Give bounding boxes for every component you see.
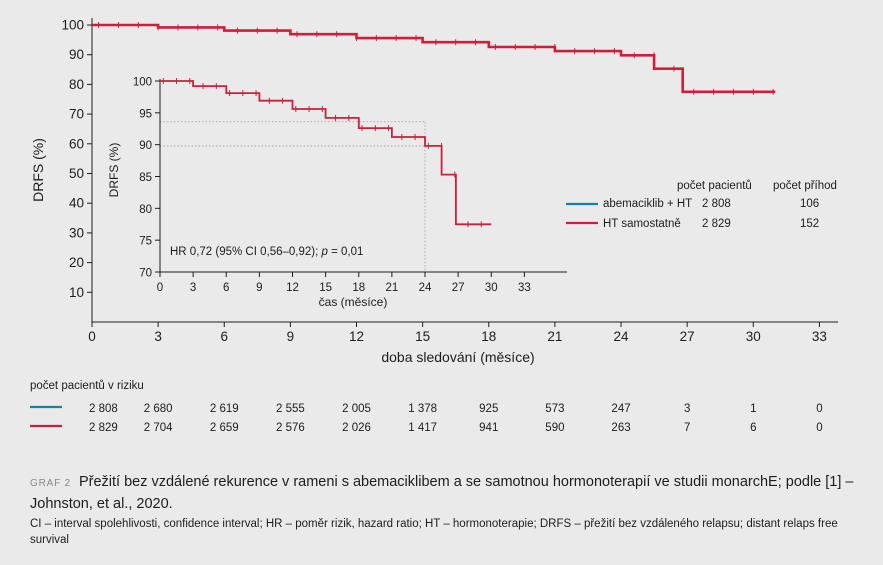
risk-cell: 2 829 [89, 422, 118, 434]
main-x-tick-label: 18 [481, 329, 496, 344]
risk-cell: 925 [479, 403, 498, 415]
risk-cell: 3 [684, 403, 690, 415]
risk-cell: 2 026 [342, 422, 371, 434]
main-x-tick-label: 33 [812, 329, 827, 344]
legend-label-ht: HT samostatně [603, 218, 681, 230]
main-x-tick-label: 6 [220, 329, 228, 344]
main-x-tick-label: 9 [287, 329, 295, 344]
figure-note: CI – interval spolehlivosti, confidence … [30, 518, 838, 546]
figure-caption: GRAF 2 Přežití bez vzdálené rekurence v … [30, 472, 870, 515]
risk-cell: 2 704 [144, 422, 173, 434]
main-y-tick-label: 90 [69, 47, 84, 62]
risk-cell: 1 417 [408, 422, 437, 434]
main-x-tick-label: 15 [415, 329, 430, 344]
risk-cell: 2 576 [276, 422, 305, 434]
inset-series-1-line [160, 80, 492, 226]
legend-events-ht: 152 [800, 218, 819, 230]
inset-x-tick-label: 30 [485, 282, 498, 294]
hr-annotation: HR 0,72 (95% CI 0,56–0,92); p = 0,01 [170, 246, 363, 258]
risk-cell: 1 378 [408, 403, 437, 415]
risk-cell: 941 [479, 422, 498, 434]
inset-x-tick-label: 21 [385, 282, 398, 294]
inset-y-tick-label: 100 [133, 77, 152, 89]
risk-cell: 263 [611, 422, 630, 434]
main-x-tick-label: 21 [547, 329, 562, 344]
risk-cell: 7 [684, 422, 690, 434]
main-x-tick-label: 30 [746, 329, 761, 344]
inset-x-tick-label: 24 [419, 282, 432, 294]
inset-y-tick-label: 80 [139, 204, 152, 216]
legend-patients-ht: 2 829 [702, 218, 731, 230]
risk-cell: 2 555 [276, 403, 305, 415]
risk-cell: 2 808 [89, 403, 118, 415]
main-y-tick-label: 40 [69, 196, 84, 211]
main-y-tick-label: 30 [69, 225, 84, 240]
risk-cell: 0 [816, 403, 822, 415]
inset-x-tick-label: 18 [352, 282, 365, 294]
legend: počet pacientů počet příhod abemaciklib … [566, 180, 837, 230]
inset-y-tick-label: 90 [139, 140, 152, 152]
legend-header-patients: počet pacientů [677, 180, 752, 192]
legend-patients-abemaciklib: 2 808 [702, 198, 731, 210]
main-y-tick-label: 20 [69, 255, 84, 270]
main-y-tick-label: 60 [69, 136, 84, 151]
risk-table-title: počet pacientů v riziku [30, 380, 144, 392]
risk-cell: 2 659 [210, 422, 239, 434]
hr-p-value: = 0,01 [328, 246, 364, 258]
risk-cell: 2 005 [342, 403, 371, 415]
main-x-axis-label: doba sledování (měsíce) [381, 349, 534, 365]
main-y-tick-label: 100 [61, 18, 84, 33]
inset-plot: 70 75 80 85 90 95 100 0 3 6 9 12 15 18 21 24 27 30 33 DRFS… [107, 77, 567, 309]
risk-cell: 2 619 [210, 403, 239, 415]
figure-caption-text: Přežití bez vzdálené rekurence v rameni … [30, 474, 854, 512]
inset-y-tick-label: 85 [139, 172, 152, 184]
risk-cell: 590 [545, 422, 564, 434]
hr-p-symbol: p [321, 246, 329, 258]
main-y-tick-label: 80 [69, 77, 84, 92]
inset-x-tick-label: 27 [452, 282, 465, 294]
main-x-tick-label: 3 [154, 329, 162, 344]
inset-y-tick-label: 75 [139, 236, 152, 248]
main-x-tick-label: 24 [614, 329, 630, 344]
inset-x-tick-label: 9 [256, 282, 262, 294]
legend-header-events: počet příhod [773, 180, 837, 192]
risk-table: počet pacientů v riziku 2 808 2 680 2 619 2… [30, 380, 823, 434]
risk-cell: 247 [611, 403, 630, 415]
inset-y-tick-label: 95 [139, 108, 152, 120]
inset-x-tick-label: 3 [190, 282, 196, 294]
risk-cell: 1 [750, 403, 756, 415]
legend-label-abemaciklib: abemaciklib + HT [603, 198, 692, 210]
inset-x-tick-label: 6 [223, 282, 229, 294]
figure-label: GRAF 2 [30, 478, 71, 489]
inset-x-tick-label: 0 [157, 282, 163, 294]
inset-x-tick-label: 33 [518, 282, 531, 294]
main-y-tick-label: 10 [69, 285, 84, 300]
main-x-tick-label: 27 [680, 329, 695, 344]
inset-y-tick-label: 70 [139, 268, 152, 280]
risk-cell: 573 [545, 403, 564, 415]
inset-series-0-line [160, 81, 491, 126]
main-series-1-line [92, 23, 776, 94]
hr-annotation-text: HR 0,72 (95% CI 0,56–0,92); [170, 246, 322, 258]
main-y-axis-label: DRFS (%) [30, 138, 46, 202]
risk-cell: 6 [750, 422, 756, 434]
risk-cell: 2 680 [144, 403, 173, 415]
inset-x-tick-label: 12 [286, 282, 299, 294]
legend-events-abemaciklib: 106 [800, 198, 819, 210]
inset-x-axis-label: čas (měsíce) [319, 295, 388, 309]
main-y-tick-label: 70 [69, 107, 84, 122]
inset-y-axis-label: DRFS (%) [107, 143, 121, 198]
main-y-tick-label: 50 [69, 166, 84, 181]
risk-cell: 0 [816, 422, 822, 434]
main-x-tick-label: 0 [88, 329, 96, 344]
inset-x-tick-label: 15 [319, 282, 332, 294]
main-x-tick-label: 12 [349, 329, 364, 344]
